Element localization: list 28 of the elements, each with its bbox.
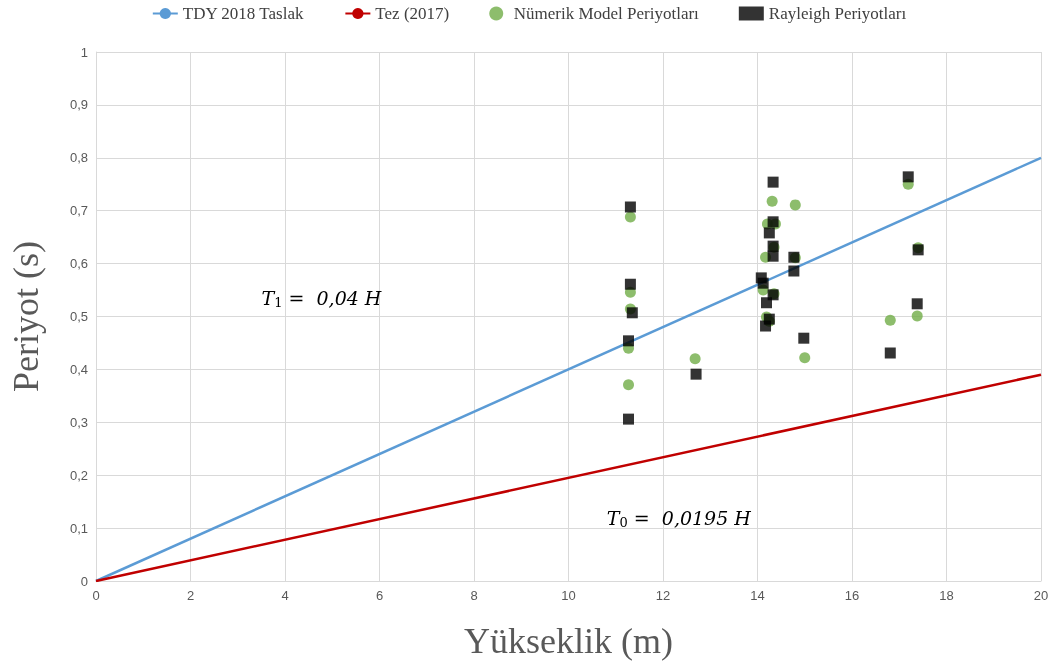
- y-tick-label: 0,9: [69, 97, 88, 113]
- x-tick-label: 14: [750, 588, 765, 603]
- y-tick-label: 0,1: [69, 520, 88, 536]
- y-tick-label: 0: [80, 573, 88, 589]
- x-tick-label: 20: [1033, 588, 1049, 603]
- y-tick-label: 0,5: [69, 309, 88, 324]
- y-tick-label: 0,7: [69, 203, 88, 219]
- x-tick-label: 2: [186, 588, 195, 603]
- y-axis-title: Periyot (s): [6, 241, 46, 392]
- x-tick-label: 4: [281, 588, 289, 603]
- x-tick-label: 0: [92, 588, 100, 603]
- y-tick-label: 0,3: [69, 414, 88, 430]
- y-tick-label: 0,6: [69, 256, 88, 272]
- x-tick-label: 8: [470, 588, 478, 603]
- y-tick-label: 0,4: [69, 361, 88, 377]
- x-tick-label: 6: [375, 588, 384, 603]
- legend-label: Tez (2017): [375, 4, 450, 23]
- x-tick-label: 16: [844, 588, 860, 603]
- legend-label: Rayleigh Periyotları: [768, 4, 907, 23]
- x-tick-label: 10: [561, 588, 576, 603]
- legend-label: TDY 2018 Taslak: [182, 4, 304, 23]
- y-tick-label: 1: [80, 44, 88, 60]
- x-tick-label: 12: [655, 588, 671, 603]
- y-tick-label: 0,2: [69, 467, 88, 483]
- y-tick-label: 0,8: [69, 150, 88, 166]
- x-axis-title: Yükseklik (m): [464, 621, 673, 661]
- x-tick-label: 18: [939, 588, 954, 603]
- legend-label: Nümerik Model Periyotları: [513, 4, 700, 23]
